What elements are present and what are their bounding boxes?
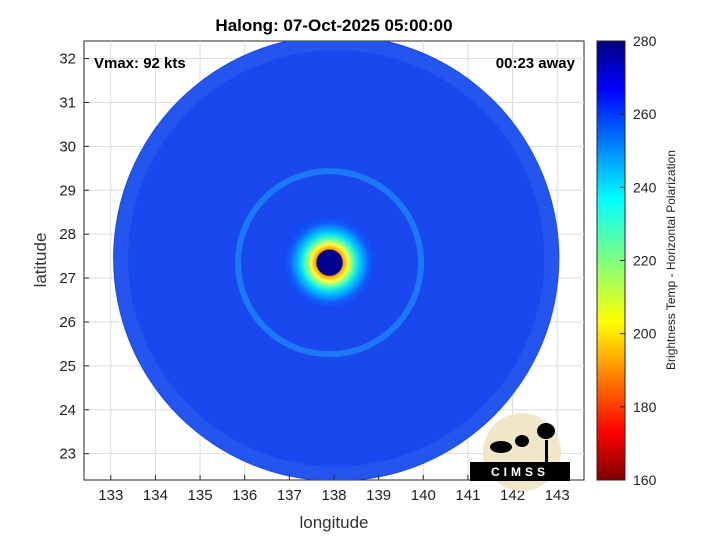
x-tick-label: 141	[455, 487, 480, 504]
x-tick-label: 135	[188, 487, 213, 504]
colorbar-tick-label: 160	[633, 472, 657, 488]
x-tick-label: 139	[366, 487, 391, 504]
x-tick-label: 133	[98, 487, 123, 504]
x-tick-label: 140	[411, 487, 436, 504]
y-tick-label: 26	[59, 314, 76, 331]
vmax-annotation: Vmax: 92 kts	[94, 55, 186, 72]
cimss-logo: CIMSS	[470, 413, 570, 491]
y-tick-label: 29	[59, 182, 76, 199]
x-tick-label: 138	[321, 487, 346, 504]
y-tick-label: 30	[59, 138, 76, 155]
y-tick-label: 23	[59, 446, 76, 463]
colorbar-ticks: 160 180 200 220 240 260 280	[620, 33, 657, 488]
y-tick-label: 24	[59, 402, 76, 419]
y-tick-label: 27	[59, 270, 76, 287]
y-tick-label: 25	[59, 358, 76, 375]
storm-eye	[316, 249, 343, 276]
y-tick-label: 28	[59, 226, 76, 243]
colorbar-tick-label: 220	[633, 253, 657, 269]
swath-edge-band	[114, 41, 559, 480]
y-tick-label: 31	[59, 94, 76, 111]
colorbar-tick-label: 200	[633, 326, 657, 342]
x-tick-label: 142	[500, 487, 525, 504]
time-away-annotation: 00:23 away	[496, 55, 576, 72]
colorbar-tick-label: 280	[633, 33, 657, 49]
x-tick-label: 134	[143, 487, 168, 504]
colorbar-label: Brightness Temp - Horizontal Polarizatio…	[664, 150, 678, 370]
logo-text: CIMSS	[491, 465, 549, 479]
x-tick-label: 137	[277, 487, 302, 504]
colorbar-tick-label: 260	[633, 106, 657, 122]
outer-rainband	[235, 168, 425, 358]
y-axis-label: latitude	[31, 233, 50, 288]
y-tick-label: 32	[59, 51, 76, 68]
y-axis-ticks: 23 24 25 26 27 28 29 30 31 32	[59, 51, 89, 463]
chart-title: Halong: 07-Oct-2025 05:00:00	[215, 16, 452, 35]
x-tick-label: 136	[232, 487, 257, 504]
x-tick-label: 143	[545, 487, 570, 504]
colorbar-tick-label: 240	[633, 179, 657, 195]
colorbar-tick-label: 180	[633, 399, 657, 415]
x-axis-label: longitude	[299, 513, 368, 532]
x-axis-ticks: 133 134 135 136 137 138 139 140 141 142 143	[98, 475, 570, 504]
